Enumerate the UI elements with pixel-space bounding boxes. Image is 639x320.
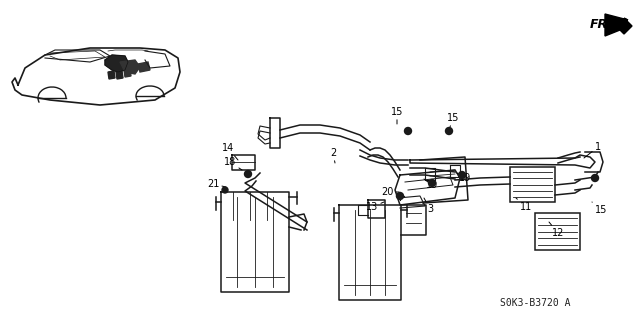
Text: S0K3-B3720 A: S0K3-B3720 A xyxy=(500,298,570,308)
Circle shape xyxy=(404,127,412,134)
Circle shape xyxy=(459,172,465,179)
Text: 19: 19 xyxy=(457,173,471,183)
Circle shape xyxy=(592,174,599,181)
Text: 18: 18 xyxy=(224,157,242,170)
Text: 1: 1 xyxy=(584,142,601,158)
Text: 15: 15 xyxy=(447,113,459,130)
Text: 15: 15 xyxy=(391,107,403,124)
Text: 13: 13 xyxy=(366,202,384,212)
Text: 19: 19 xyxy=(424,179,438,190)
FancyBboxPatch shape xyxy=(510,167,555,202)
Text: 12: 12 xyxy=(549,222,564,238)
Circle shape xyxy=(445,127,452,134)
Text: 3: 3 xyxy=(424,198,433,214)
Polygon shape xyxy=(124,69,131,77)
Polygon shape xyxy=(116,71,123,79)
Circle shape xyxy=(222,187,228,193)
Text: 14: 14 xyxy=(222,143,238,160)
Polygon shape xyxy=(138,62,150,72)
Circle shape xyxy=(429,180,436,187)
Circle shape xyxy=(397,193,403,199)
Polygon shape xyxy=(105,55,128,72)
Circle shape xyxy=(245,171,252,178)
Text: 15: 15 xyxy=(592,202,607,215)
Text: 2: 2 xyxy=(330,148,336,163)
Text: 21: 21 xyxy=(207,179,226,189)
Text: 20: 20 xyxy=(381,187,399,197)
Text: FR.: FR. xyxy=(590,18,613,31)
Polygon shape xyxy=(605,14,632,36)
Polygon shape xyxy=(108,71,115,79)
FancyBboxPatch shape xyxy=(535,213,580,250)
Text: 11: 11 xyxy=(516,198,532,212)
Polygon shape xyxy=(120,60,140,74)
